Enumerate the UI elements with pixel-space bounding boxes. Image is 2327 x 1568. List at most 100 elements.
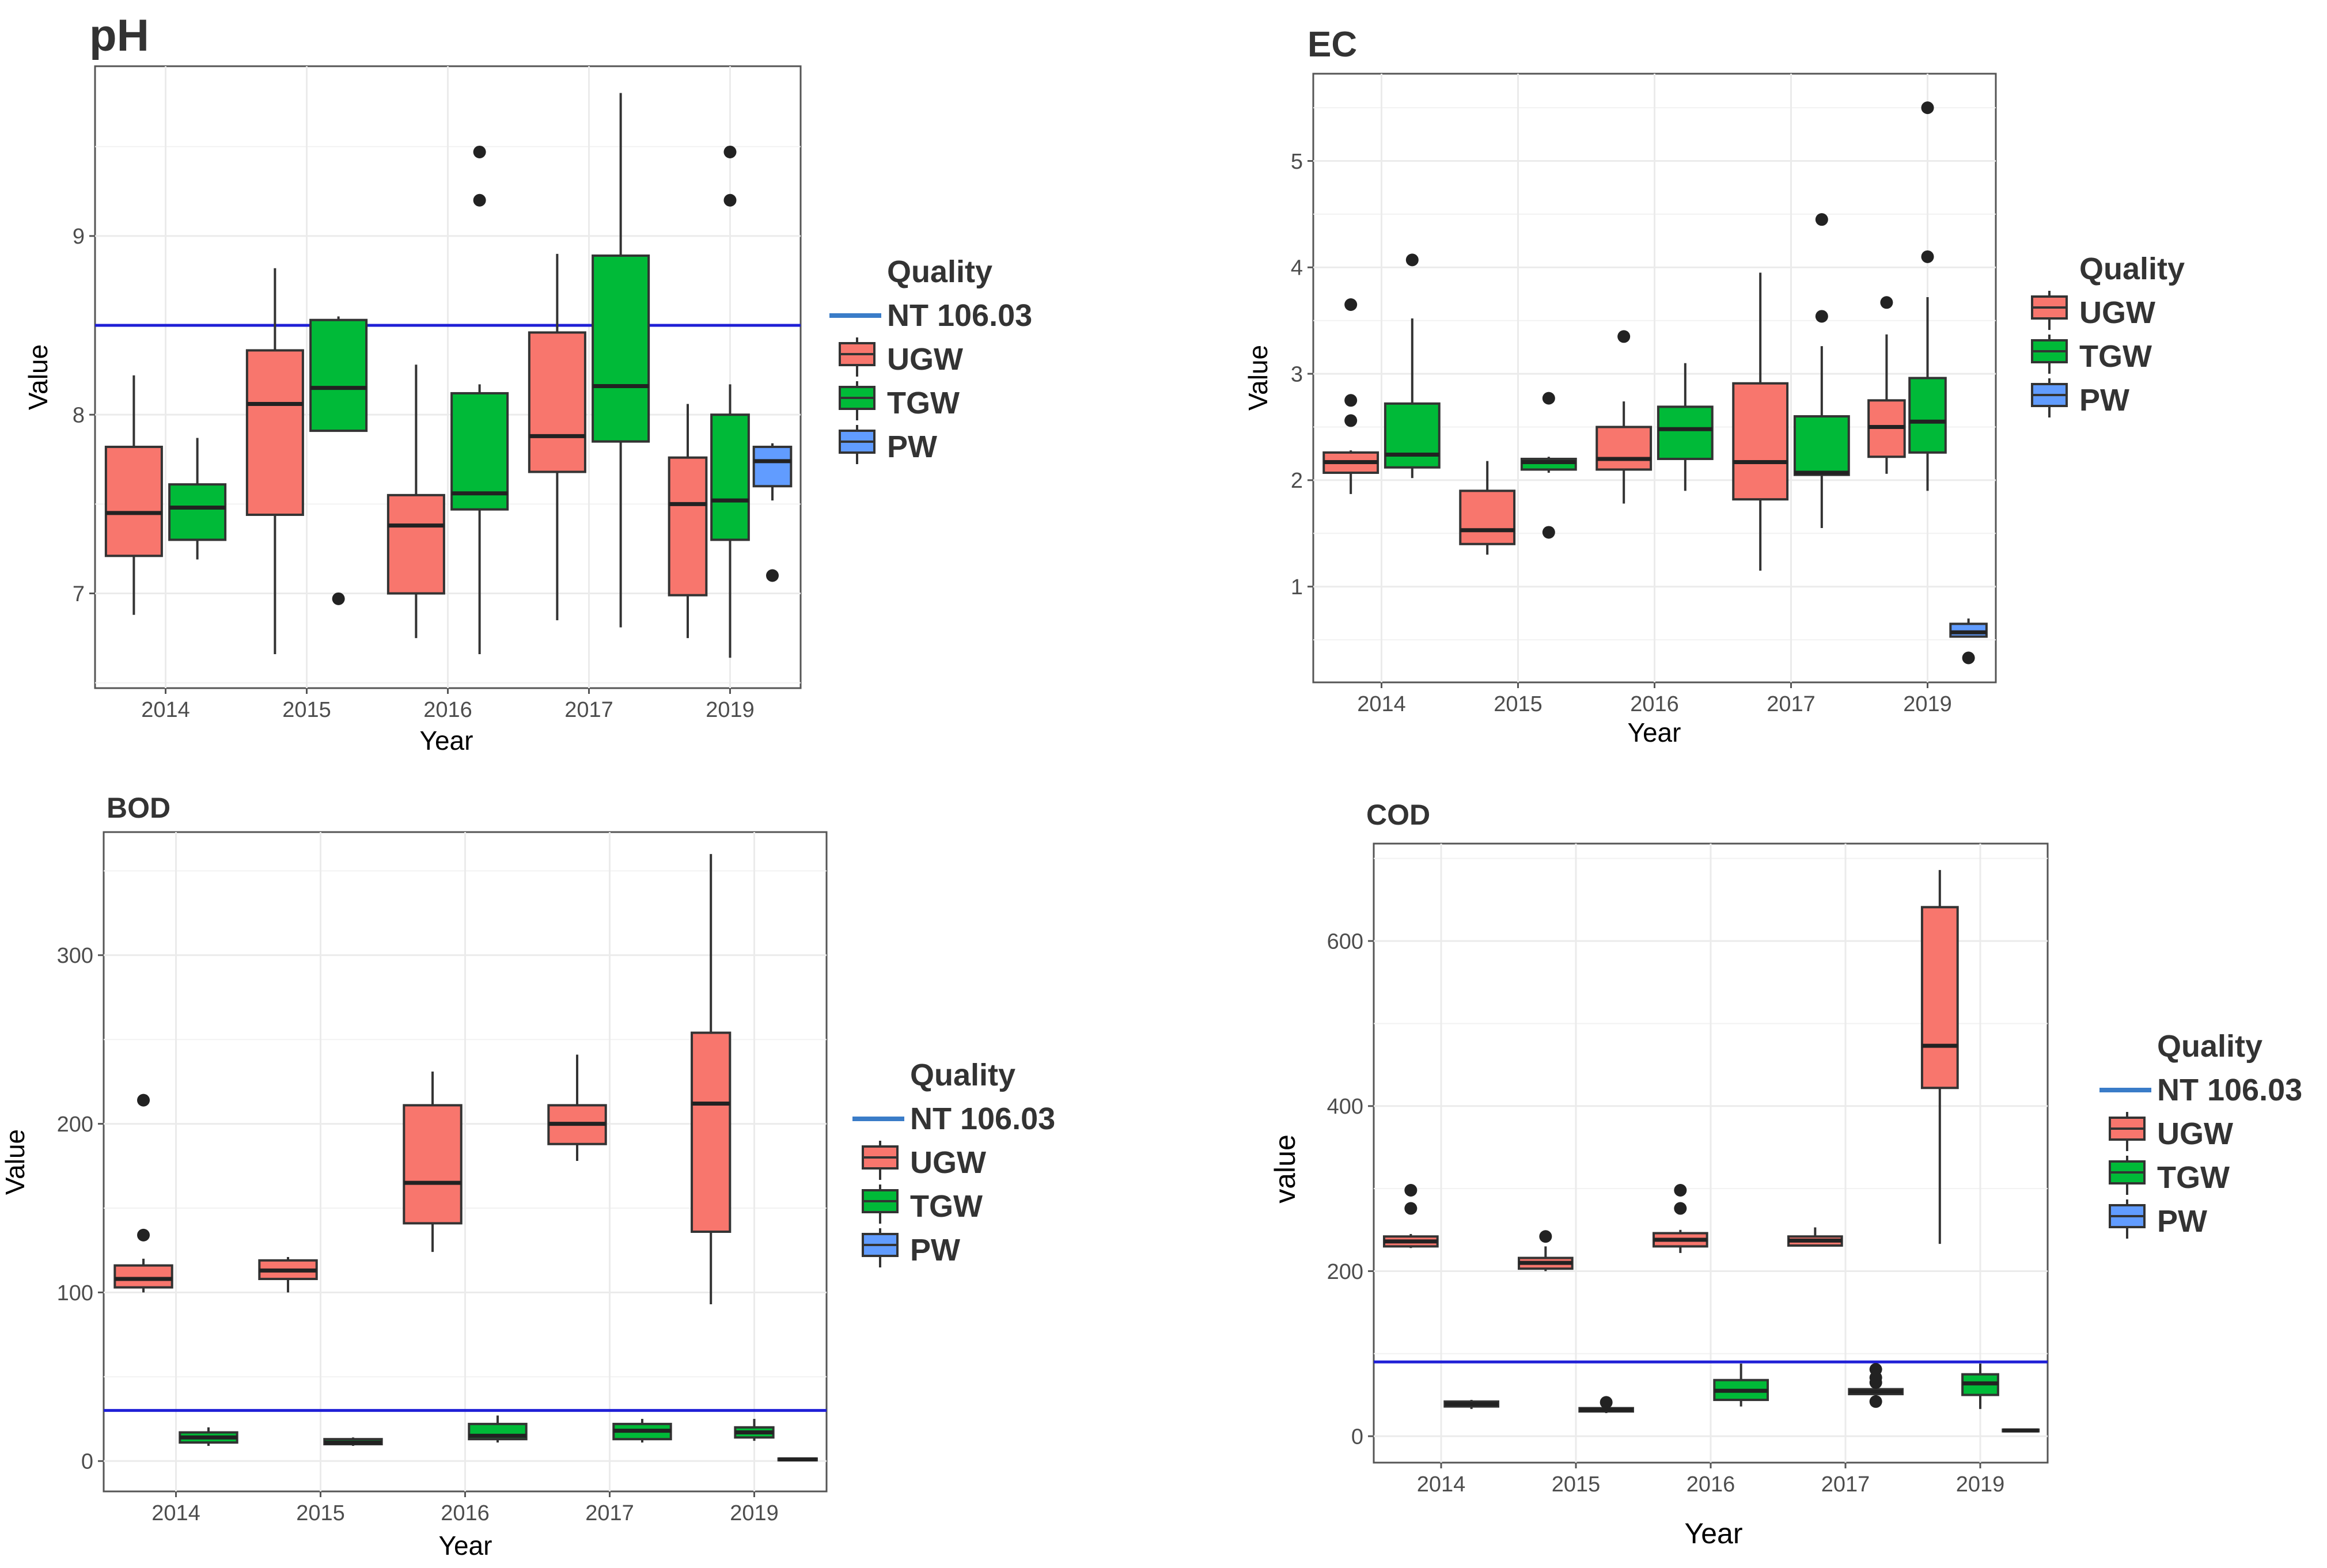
box-ugw-2017 [547, 1054, 607, 1161]
box-tgw-2014 [179, 1427, 238, 1446]
box-tgw-2019 [1961, 1364, 1999, 1409]
y-tick-label: 1 [1291, 575, 1303, 599]
panel-title: pH [89, 10, 149, 60]
box-ugw-2014 [113, 1094, 173, 1293]
box-ugw-2016 [1653, 1184, 1708, 1253]
box-tgw-2016 [1713, 1364, 1769, 1407]
outlier-point [1344, 298, 1358, 311]
box-ugw-2016 [1595, 330, 1653, 504]
box-ugw-2017 [1732, 272, 1789, 571]
box-iqr [710, 413, 750, 541]
box-ugw-2014 [1322, 298, 1379, 494]
box-pw-2019 [752, 443, 793, 582]
y-tick-label: 0 [1351, 1425, 1363, 1449]
box-iqr [403, 1104, 463, 1225]
legend-title: Quality [910, 1058, 1015, 1092]
legend-label-nt-106-03: NT 106.03 [910, 1102, 1055, 1136]
x-tick-label: 2014 [151, 1501, 200, 1525]
box-ugw-2015 [258, 1256, 318, 1293]
legend-title: Quality [2079, 252, 2185, 286]
box-iqr [592, 254, 650, 443]
legend: Quality NT 106.03 UGW TGW PW [852, 1058, 1055, 1267]
box-iqr [1793, 415, 1850, 476]
legend-label-ugw: UGW [887, 342, 963, 377]
outlier-point [723, 193, 737, 207]
outlier-point [766, 569, 779, 582]
x-tick-label: 2016 [1686, 1472, 1735, 1497]
outlier-point [723, 145, 737, 158]
legend: Quality UGW TGW PW [2031, 252, 2185, 417]
chart-panel-ec: 1 2 3 4 5 2014 2015 2016 2017 2019 EC Year Value Qual… [1243, 25, 2185, 747]
outlier-point [1344, 394, 1358, 407]
box-iqr [668, 456, 708, 597]
legend-label-nt-106-03: NT 106.03 [2157, 1073, 2302, 1107]
box-tgw-2016 [450, 145, 509, 655]
y-tick-label: 5 [1291, 150, 1303, 174]
outlier-point [1405, 253, 1419, 267]
box-tgw-2017 [592, 93, 650, 628]
box-tgw-2019 [710, 145, 750, 658]
box-pw-2019 [777, 1457, 818, 1461]
box-ugw-2019 [668, 404, 708, 639]
box-tgw-2014 [168, 438, 227, 560]
panel-title: COD [1366, 799, 1430, 831]
box-tgw-2014 [1384, 253, 1441, 479]
outlier-point [1869, 1363, 1882, 1376]
outlier-point [1542, 526, 1555, 539]
legend-label-pw: PW [2079, 383, 2129, 417]
box-pw-2019 [1949, 618, 1988, 665]
outlier-point [1921, 101, 1934, 115]
box-tgw-2014 [1443, 1400, 1499, 1409]
box-iqr [309, 318, 368, 432]
box-tgw-2019 [734, 1419, 775, 1441]
y-tick-label: 0 [81, 1450, 93, 1474]
y-tick-label: 4 [1291, 256, 1303, 280]
outlier-point [473, 145, 486, 158]
box-ugw-2016 [386, 365, 445, 639]
box-ugw-2016 [403, 1071, 463, 1252]
y-axis-title: value [1269, 1134, 1301, 1203]
legend-label-ugw: UGW [910, 1145, 986, 1180]
x-tick-label: 2014 [1417, 1472, 1466, 1497]
box-ugw-2014 [104, 375, 163, 615]
x-tick-label: 2017 [1821, 1472, 1870, 1497]
y-tick-label: 7 [73, 582, 85, 606]
y-tick-label: 3 [1291, 362, 1303, 386]
outlier-point [1674, 1184, 1687, 1197]
box-ugw-2019 [1867, 296, 1906, 474]
box-tgw-2015 [323, 1437, 383, 1446]
outlier-point [1404, 1184, 1418, 1197]
x-tick-label: 2017 [585, 1501, 634, 1525]
legend-label-tgw: TGW [887, 386, 960, 420]
y-tick-label: 600 [1327, 929, 1363, 954]
x-tick-label: 2015 [296, 1501, 345, 1525]
x-tick-label: 2016 [1630, 692, 1679, 716]
legend-label-tgw: TGW [2079, 339, 2152, 374]
x-axis-title: Year [420, 726, 473, 755]
x-tick-label: 2016 [441, 1501, 490, 1525]
outlier-point [1880, 296, 1893, 309]
legend-label-pw: PW [2157, 1204, 2207, 1239]
box-ugw-2015 [245, 268, 304, 655]
legend-title: Quality [2157, 1029, 2262, 1064]
outlier-point [137, 1228, 150, 1242]
y-tick-label: 200 [57, 1113, 93, 1137]
x-tick-label: 2015 [1552, 1472, 1601, 1497]
box-iqr [752, 446, 793, 488]
box-tgw-2016 [468, 1415, 528, 1443]
box-tgw-2017 [612, 1419, 672, 1443]
box-tgw-2015 [309, 316, 368, 605]
x-tick-label: 2019 [706, 698, 755, 722]
chart-panel-cod: 0 200 400 600 2014 2015 2016 2017 2019 COD Year val… [1269, 799, 2302, 1550]
box-tgw-2019 [1908, 101, 1947, 491]
outlier-point [137, 1094, 150, 1107]
box-iqr [1920, 906, 1959, 1089]
x-tick-label: 2019 [730, 1501, 779, 1525]
outlier-point [1539, 1230, 1552, 1243]
box-iqr [1657, 405, 1714, 460]
box-tgw-2016 [1657, 363, 1714, 491]
y-axis-title: Value [1243, 345, 1273, 411]
box-iqr [691, 1031, 732, 1233]
box-ugw-2019 [691, 854, 732, 1304]
